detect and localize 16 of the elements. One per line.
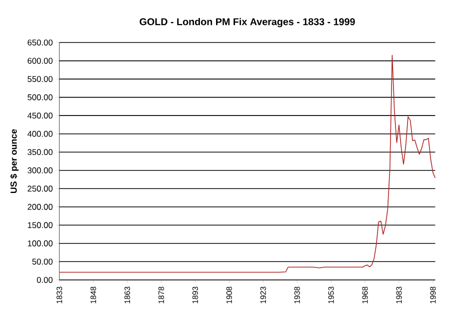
y-tick-label: 550.00 — [28, 76, 53, 82]
y-tick-label: 150.00 — [28, 222, 53, 228]
y-tick-label: 200.00 — [28, 204, 53, 210]
y-tick-label: 450.00 — [27, 112, 53, 118]
chart-title: GOLD - London PM Fix Averages - 1833 - 1999 — [140, 18, 355, 27]
y-tick-label: 100.00 — [28, 240, 53, 246]
y-tick-label: 600.00 — [28, 58, 53, 64]
y-tick-label: 50.00 — [32, 258, 53, 264]
y-axis-title: US $ per ounce — [10, 129, 19, 193]
y-tick-label: 350.00 — [28, 148, 53, 155]
y-tick-label: 300.00 — [28, 167, 53, 174]
y-tick-label: 250.00 — [28, 185, 53, 192]
y-tick-label: 0.00 — [36, 276, 53, 283]
y-tick-label: 650.00 — [28, 39, 53, 46]
y-tick-label: 500.00 — [28, 94, 53, 100]
y-tick-label: 400.00 — [27, 130, 53, 137]
